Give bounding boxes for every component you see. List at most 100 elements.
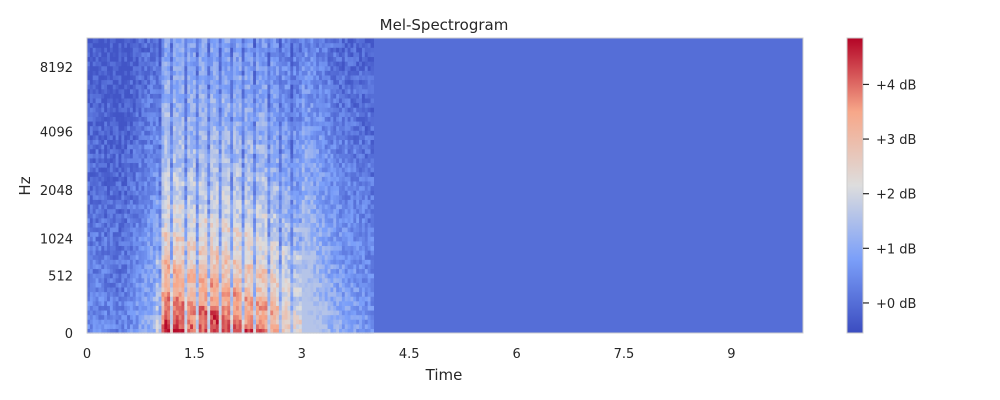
heatmap-cell [161,217,165,223]
heatmap-cell [187,47,191,53]
heatmap-cell [147,116,151,122]
heatmap-cell [161,153,165,159]
heatmap-cell [221,107,226,113]
heatmap-cell [204,222,208,228]
heatmap-cell [104,240,108,247]
heatmap-cell [247,134,251,141]
heatmap-cell [121,88,125,94]
heatmap-cell [287,84,291,90]
heatmap-cell [150,130,154,136]
heatmap-cell [92,190,97,196]
heatmap-cell [92,296,97,302]
heatmap-cell [101,42,105,48]
heatmap-cell [261,291,266,297]
heatmap-cell [109,194,114,200]
heatmap-cell [201,222,206,228]
heatmap-cell [184,199,188,205]
heatmap-cell [192,203,197,210]
heatmap-cell [227,153,231,159]
heatmap-cell [267,102,271,108]
heatmap-cell [273,107,277,113]
heatmap-cell [207,111,211,117]
heatmap-cell [101,291,105,297]
heatmap-cell [101,102,105,108]
heatmap-cell [221,213,226,219]
heatmap-cell [264,190,269,196]
heatmap-cell [258,107,263,113]
heatmap-cell [121,79,125,85]
heatmap-cell [167,282,171,288]
heatmap-cell [135,88,140,94]
heatmap-cell [215,116,220,122]
heatmap-cell [287,79,291,85]
heatmap-cell [132,167,137,173]
heatmap-cell [115,148,120,154]
heatmap-cell [89,231,94,237]
heatmap-cell [172,213,177,219]
heatmap-cell [170,300,174,306]
heatmap-cell [293,176,297,182]
heatmap-cell [112,226,117,233]
heatmap-cell [98,245,102,251]
heatmap-cell [158,263,163,270]
heatmap-cell [152,245,157,251]
heatmap-cell [221,171,226,177]
heatmap-cell [89,134,94,141]
heatmap-cell [253,61,257,67]
heatmap-cell [172,323,177,329]
heatmap-cell [104,282,108,288]
heatmap-cell [210,125,214,131]
heatmap-cell [224,120,228,127]
heatmap-cell [190,176,194,182]
heatmap-cell [184,134,188,141]
heatmap-cell [273,194,277,200]
heatmap-cell [184,84,188,90]
heatmap-cell [210,263,214,270]
heatmap-cell [127,226,131,233]
heatmap-cell [127,286,131,293]
heatmap-cell [273,291,277,297]
heatmap-cell [175,107,180,113]
heatmap-cell [198,296,203,302]
heatmap-cell [181,259,185,265]
heatmap-cell [138,203,143,210]
heatmap-cell [250,116,254,122]
heatmap-cell [190,222,194,228]
heatmap-cell [190,226,194,233]
heatmap-cell [178,199,183,205]
heatmap-cell [98,84,102,90]
heatmap-cell [241,144,246,150]
heatmap-cell [230,222,234,228]
heatmap-cell [267,148,271,154]
heatmap-cell [235,148,240,154]
heatmap-cell [204,107,208,113]
heatmap-cell [207,102,211,108]
heatmap-cell [221,157,226,164]
heatmap-cell [135,79,140,85]
heatmap-cell [127,185,131,191]
heatmap-cell [132,309,137,316]
heatmap-cell [233,254,237,260]
heatmap-cell [92,125,97,131]
heatmap-cell [253,268,257,274]
heatmap-cell [293,88,297,94]
heatmap-cell [107,148,111,154]
heatmap-cell [190,268,194,274]
heatmap-cell [124,309,128,316]
heatmap-cell [178,309,183,316]
heatmap-cell [127,167,131,173]
heatmap-cell [135,107,140,113]
heatmap-cell [178,47,183,53]
heatmap-cell [121,245,125,251]
heatmap-cell [95,125,100,131]
heatmap-cell [101,268,105,274]
heatmap-cell [127,273,131,279]
heatmap-cell [198,203,203,210]
heatmap-cell [307,148,311,154]
heatmap-cell [296,250,300,256]
heatmap-cell [298,107,303,113]
heatmap-cell [270,323,274,329]
heatmap-cell [89,282,94,288]
heatmap-cell [152,319,157,325]
heatmap-cell [121,171,125,177]
